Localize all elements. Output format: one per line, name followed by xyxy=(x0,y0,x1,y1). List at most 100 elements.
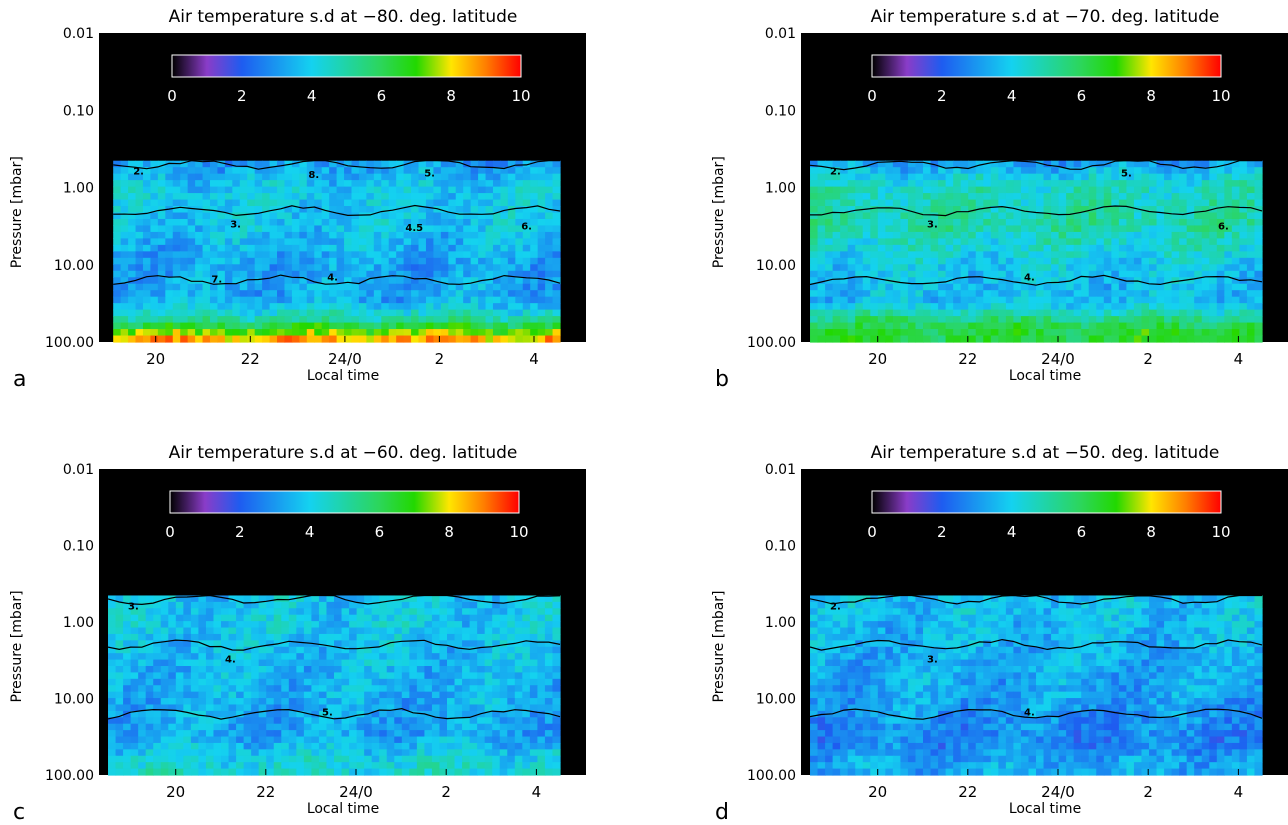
heatmap-cell xyxy=(885,264,894,272)
heatmap-cell xyxy=(1036,257,1045,265)
heatmap-cell xyxy=(492,691,501,699)
heatmap-cell xyxy=(115,627,124,635)
heatmap-cell xyxy=(507,717,516,725)
heatmap-cell xyxy=(440,251,449,259)
heatmap-cell xyxy=(855,193,864,201)
heatmap-cell xyxy=(1096,180,1105,188)
heatmap-cell xyxy=(945,335,954,343)
heatmap-cell xyxy=(847,257,856,265)
heatmap-cell xyxy=(810,303,819,311)
heatmap-cell xyxy=(1141,322,1150,330)
heatmap-cell xyxy=(938,335,947,343)
heatmap-cell xyxy=(311,672,320,680)
heatmap-cell xyxy=(923,173,932,181)
heatmap-cell xyxy=(1066,160,1075,168)
heatmap-cell xyxy=(349,633,358,641)
heatmap-cell xyxy=(1216,212,1225,220)
heatmap-cell xyxy=(409,621,418,629)
heatmap-cell xyxy=(500,270,509,278)
heatmap-cell xyxy=(862,180,871,188)
heatmap-cell xyxy=(291,277,300,285)
heatmap-cell xyxy=(1231,186,1240,194)
heatmap-cell xyxy=(180,329,189,337)
heatmap-cell xyxy=(379,653,388,661)
heatmap-cell xyxy=(1209,257,1218,265)
heatmap-cell xyxy=(411,180,420,188)
heatmap-cell xyxy=(810,335,819,343)
heatmap-cell xyxy=(153,627,162,635)
heatmap-cell xyxy=(1103,283,1112,291)
heatmap-cell xyxy=(1156,290,1165,298)
heatmap-cell xyxy=(142,303,152,311)
heatmap-cell xyxy=(431,608,441,616)
heatmap-cell xyxy=(1043,290,1052,298)
heatmap-cell xyxy=(1126,335,1135,343)
heatmap-cell xyxy=(1096,251,1105,259)
heatmap-cell xyxy=(938,225,947,233)
heatmap-cell xyxy=(953,180,962,188)
heatmap-cell xyxy=(968,316,977,324)
heatmap-cell xyxy=(930,193,939,201)
heatmap-cell xyxy=(507,627,516,635)
heatmap-cell xyxy=(281,595,290,603)
heatmap-cell xyxy=(321,212,330,220)
heatmap-cell xyxy=(258,691,267,699)
heatmap-cell xyxy=(228,666,237,674)
heatmap-cell xyxy=(537,186,546,194)
heatmap-cell xyxy=(291,270,300,278)
heatmap-cell xyxy=(326,704,335,712)
heatmap-cell xyxy=(469,646,478,654)
heatmap-cell xyxy=(1058,193,1067,201)
heatmap-cell xyxy=(371,595,380,603)
heatmap-cell xyxy=(832,277,841,285)
heatmap-cell xyxy=(198,698,207,706)
heatmap-cell xyxy=(1254,186,1263,194)
heatmap-cell xyxy=(825,316,834,324)
heatmap-cell xyxy=(247,244,256,252)
heatmap-cell xyxy=(1028,316,1037,324)
contour-label: 5. xyxy=(424,168,435,179)
heatmap-cell xyxy=(1141,329,1150,337)
heatmap-cell xyxy=(388,264,397,272)
heatmap-cell xyxy=(1088,225,1097,233)
heatmap-cell xyxy=(537,730,546,738)
heatmap-cell xyxy=(953,193,962,201)
heatmap-cell xyxy=(1133,283,1143,291)
heatmap-cell xyxy=(299,296,308,304)
heatmap-cell xyxy=(447,646,456,654)
heatmap-cell xyxy=(1246,206,1256,214)
heatmap-cell xyxy=(202,309,211,317)
heatmap-cell xyxy=(530,296,539,304)
heatmap-cell xyxy=(303,730,313,738)
heatmap-cell xyxy=(262,316,271,324)
heatmap-cell xyxy=(1111,322,1120,330)
heatmap-cell xyxy=(209,303,219,311)
heatmap-cell xyxy=(1246,231,1256,239)
heatmap-cell xyxy=(1043,316,1052,324)
heatmap-cell xyxy=(236,704,245,712)
heatmap-cell xyxy=(470,218,479,227)
heatmap-cell xyxy=(175,601,184,609)
heatmap-cell xyxy=(356,595,365,603)
heatmap-cell xyxy=(416,666,425,674)
heatmap-cell xyxy=(418,303,427,311)
heatmap-cell xyxy=(960,193,969,201)
heatmap-cell xyxy=(299,283,308,291)
heatmap-cell xyxy=(439,595,448,603)
heatmap-cell xyxy=(394,646,403,654)
heatmap-cell xyxy=(492,238,502,246)
heatmap-cell xyxy=(447,627,456,635)
heatmap-cell xyxy=(236,672,245,680)
heatmap-cell xyxy=(1028,212,1037,220)
heatmap-cell xyxy=(975,193,984,201)
heatmap-cell xyxy=(213,742,222,750)
heatmap-cell xyxy=(418,277,427,285)
heatmap-cell xyxy=(975,309,984,317)
heatmap-cell xyxy=(1073,180,1082,188)
heatmap-cell xyxy=(195,290,204,298)
heatmap-cell xyxy=(409,698,418,706)
heatmap-cell xyxy=(1118,257,1127,265)
heatmap-cell xyxy=(892,244,902,252)
heatmap-cell xyxy=(477,640,486,648)
heatmap-cell xyxy=(499,723,508,731)
